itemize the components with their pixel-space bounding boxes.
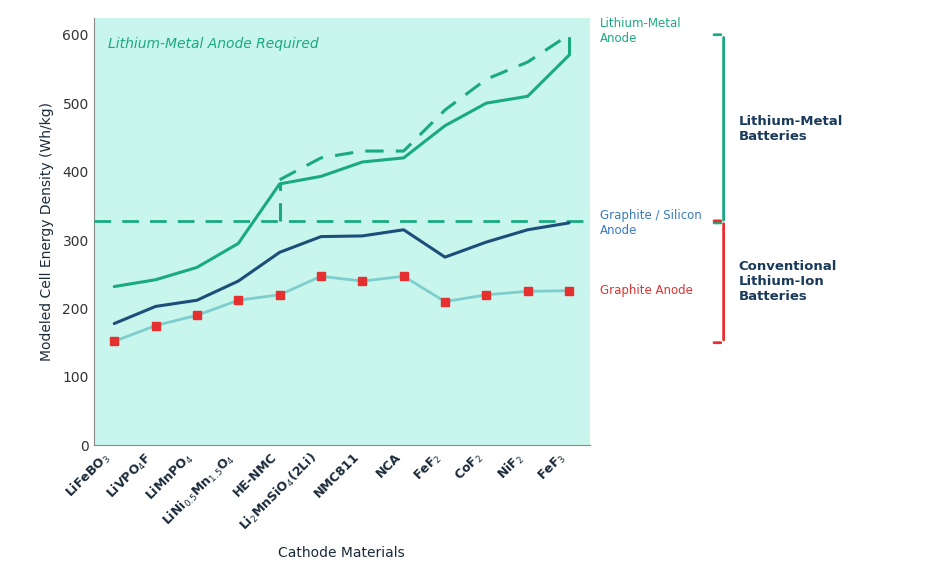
Text: Conventional
Lithium-Ion
Batteries: Conventional Lithium-Ion Batteries	[739, 260, 837, 304]
Y-axis label: Modeled Cell Energy Density (Wh/kg): Modeled Cell Energy Density (Wh/kg)	[40, 102, 54, 361]
Text: Lithium-Metal
Batteries: Lithium-Metal Batteries	[739, 115, 843, 143]
Text: Lithium-Metal Anode Required: Lithium-Metal Anode Required	[109, 37, 319, 51]
Text: Lithium-Metal
Anode: Lithium-Metal Anode	[600, 17, 681, 45]
Text: Graphite Anode: Graphite Anode	[600, 284, 693, 297]
X-axis label: Cathode Materials: Cathode Materials	[278, 546, 405, 560]
Text: Graphite / Silicon
Anode: Graphite / Silicon Anode	[600, 209, 701, 237]
